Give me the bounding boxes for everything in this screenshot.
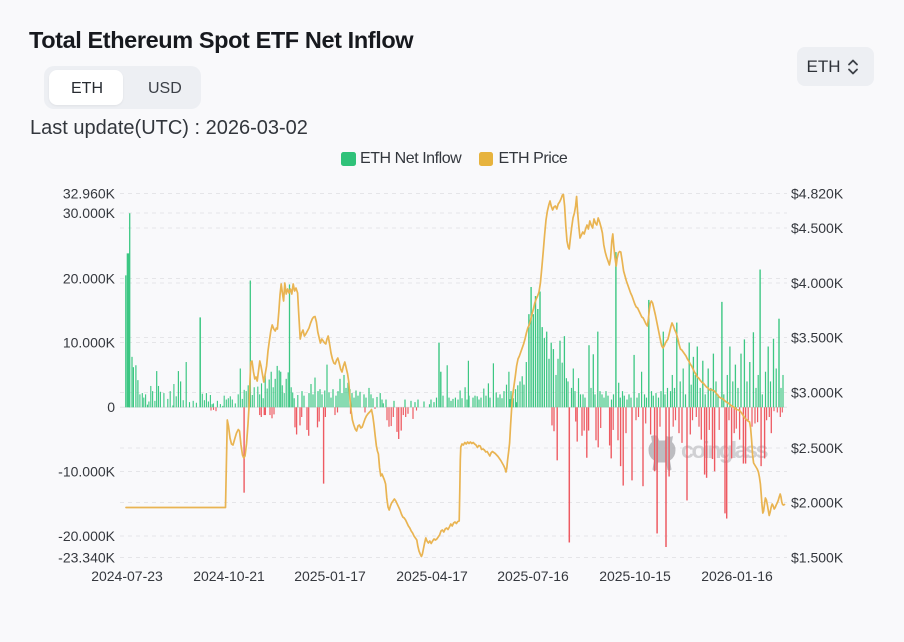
svg-text:$1.500K: $1.500K	[791, 550, 844, 566]
svg-text:$3.500K: $3.500K	[791, 330, 844, 346]
svg-text:2025-04-17: 2025-04-17	[396, 568, 468, 584]
svg-text:2026-01-16: 2026-01-16	[701, 568, 773, 584]
svg-text:$4.000K: $4.000K	[791, 275, 844, 291]
svg-text:2025-01-17: 2025-01-17	[294, 568, 366, 584]
svg-text:20.000K: 20.000K	[63, 271, 116, 287]
svg-text:$2.000K: $2.000K	[791, 495, 844, 511]
svg-text:$3.000K: $3.000K	[791, 385, 844, 401]
svg-text:10.000K: 10.000K	[63, 335, 116, 351]
svg-text:-23.340K: -23.340K	[58, 550, 115, 566]
svg-text:0: 0	[107, 399, 115, 415]
svg-text:2025-10-15: 2025-10-15	[599, 568, 671, 584]
svg-text:-20.000K: -20.000K	[58, 528, 115, 544]
svg-text:30.000K: 30.000K	[63, 205, 116, 221]
svg-text:2024-10-21: 2024-10-21	[193, 568, 265, 584]
svg-text:$4.500K: $4.500K	[791, 220, 844, 236]
svg-text:$2.500K: $2.500K	[791, 440, 844, 456]
svg-text:2025-07-16: 2025-07-16	[497, 568, 569, 584]
svg-text:32.960K: 32.960K	[63, 186, 116, 202]
svg-text:2024-07-23: 2024-07-23	[91, 568, 163, 584]
svg-text:-10.000K: -10.000K	[58, 464, 115, 480]
svg-text:$4.820K: $4.820K	[791, 186, 844, 202]
